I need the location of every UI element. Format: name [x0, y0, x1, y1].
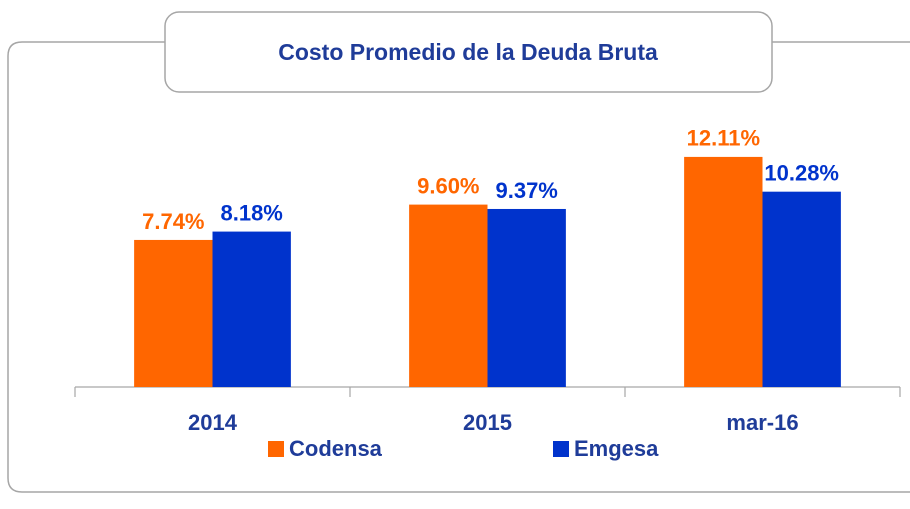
value-label: 10.28%	[764, 160, 839, 185]
value-label: 9.37%	[495, 178, 557, 203]
frame	[7, 41, 910, 493]
x-tick-label: 2015	[463, 410, 512, 435]
legend-label: Codensa	[289, 436, 383, 461]
value-label: 8.18%	[220, 200, 282, 225]
legend-swatch	[268, 441, 284, 457]
bar	[212, 231, 291, 387]
bar	[409, 204, 488, 387]
bar	[762, 191, 841, 387]
bar	[684, 156, 763, 387]
legend-label: Emgesa	[574, 436, 659, 461]
title-box	[164, 11, 773, 93]
value-label: 12.11%	[687, 126, 760, 151]
chart-title: Costo Promedio de la Deuda Bruta	[278, 39, 658, 65]
value-label: 7.74%	[142, 209, 204, 234]
x-tick-label: 2014	[188, 410, 238, 435]
bar	[134, 239, 213, 387]
x-tick-label: mar-16	[726, 410, 798, 435]
bar	[487, 208, 566, 387]
legend-swatch	[553, 441, 569, 457]
value-label: 9.60%	[417, 173, 479, 198]
